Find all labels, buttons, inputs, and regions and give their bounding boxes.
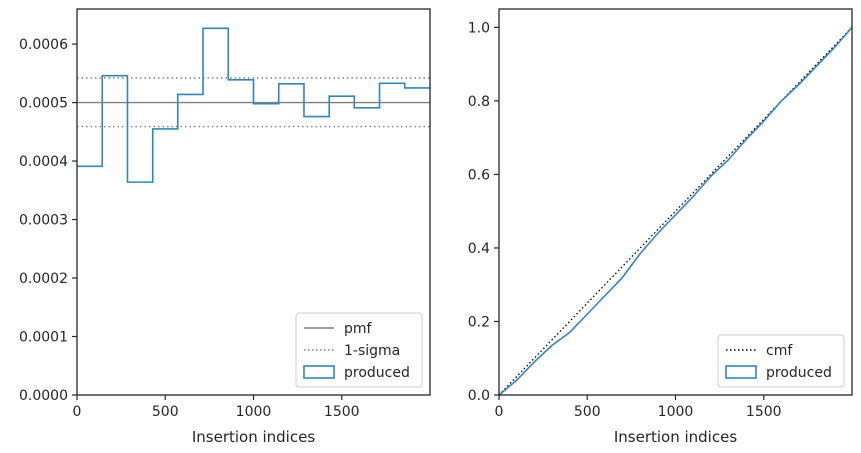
legend-swatch-produced (725, 365, 757, 379)
x-tick-label: 500 (152, 404, 179, 420)
x-tick-label: 1500 (324, 404, 360, 420)
legend-box (295, 312, 423, 388)
x-tick-label: 1500 (746, 404, 782, 420)
y-tick-label: 0.0004 (19, 154, 68, 170)
legend-label-pmf: pmf (344, 321, 373, 337)
legend-swatch-produced (303, 365, 335, 379)
y-tick-label: 0.0005 (19, 96, 68, 112)
x-tick-label: 1000 (658, 404, 694, 420)
y-tick-label: 0.8 (468, 94, 490, 110)
y-tick-label: 0.0000 (19, 388, 68, 404)
x-axis-label: Insertion indices (192, 428, 315, 446)
left-panel: 0 500 1000 1500 0.0000 0.0001 0.0002 0.0003 0.00… (19, 8, 431, 446)
legend: pmf 1-sigma produced (295, 312, 423, 388)
series-produced-line (77, 27, 430, 183)
legend-label-produced: produced (344, 365, 410, 381)
y-tick-label: 0.2 (468, 314, 490, 330)
y-tick-label: 0.6 (468, 167, 490, 183)
right-panel: 0 500 1000 1500 0.0 0.2 0.4 0.6 0.8 1.0 Insertion … (468, 8, 853, 446)
y-tick-label: 0.0001 (19, 330, 68, 346)
x-tick-label: 500 (574, 404, 601, 420)
y-tick-label: 0.0003 (19, 213, 68, 229)
legend-box (717, 334, 845, 388)
series-produced-line (498, 26, 853, 396)
series-cmf-line (498, 26, 853, 396)
x-tick-label: 0 (73, 404, 82, 420)
y-tick-label: 1.0 (468, 20, 490, 36)
x-axis-label: Insertion indices (614, 428, 737, 446)
x-tick-label: 0 (495, 404, 504, 420)
legend-label-cmf: cmf (766, 343, 793, 359)
legend-label-1-sigma: 1-sigma (344, 343, 400, 359)
legend: cmf produced (717, 334, 845, 388)
y-tick-label: 0.0002 (19, 271, 68, 287)
y-tick-label: 0.0006 (19, 37, 68, 53)
x-tick-label: 1000 (236, 404, 272, 420)
y-tick-label: 0.0 (468, 388, 490, 404)
legend-label-produced: produced (766, 365, 832, 381)
y-tick-label: 0.4 (468, 241, 490, 257)
